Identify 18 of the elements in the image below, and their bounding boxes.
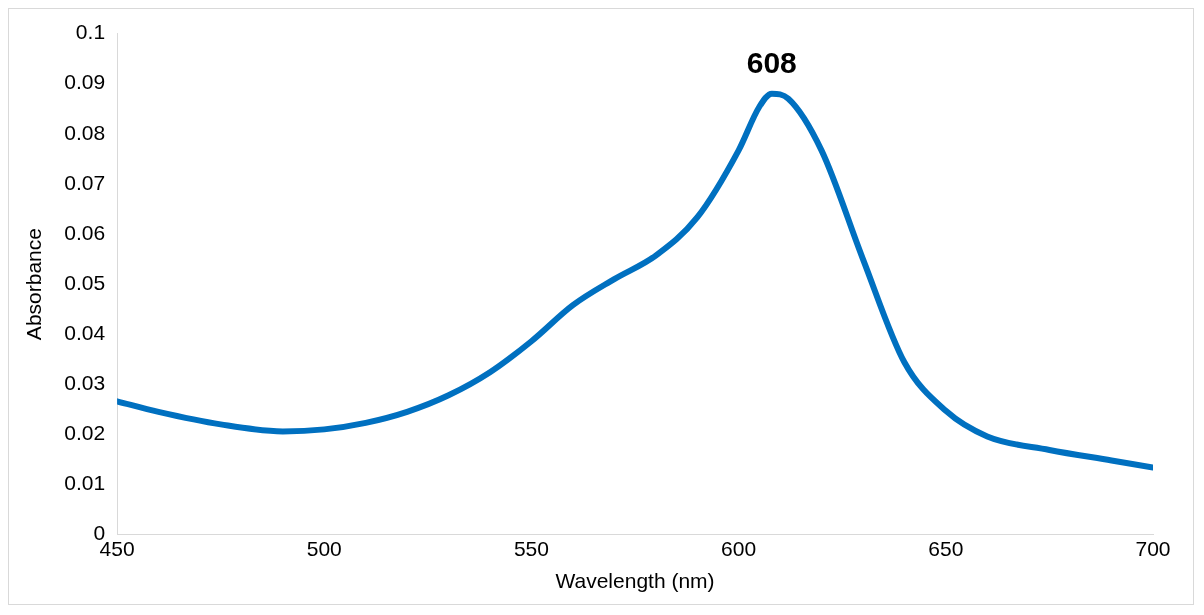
y-tick-label: 0.01	[64, 471, 106, 495]
y-tick-label: 0.08	[64, 120, 106, 144]
x-tick-label: 600	[721, 537, 757, 560]
annotation: 608	[746, 45, 797, 79]
y-tick-label: 0.1	[75, 20, 106, 44]
x-tick-label: 650	[928, 537, 964, 560]
y-tick-label: 0.05	[64, 270, 106, 294]
x-axis-title: Wavelength (nm)	[555, 569, 715, 593]
x-tick-label: 700	[1135, 537, 1171, 560]
y-tick-label: 0.02	[64, 421, 106, 445]
y-tick-label: 0.04	[64, 321, 106, 344]
y-axis-title: Absorbance	[22, 228, 46, 341]
x-tick-label: 550	[513, 537, 549, 560]
x-tick-label: 500	[306, 537, 342, 560]
y-tick-label: 0.03	[64, 371, 106, 395]
y-tick-label: 0.06	[64, 220, 106, 244]
y-tick-label: 0.09	[64, 70, 106, 94]
y-tick-label: 0.07	[64, 170, 106, 194]
